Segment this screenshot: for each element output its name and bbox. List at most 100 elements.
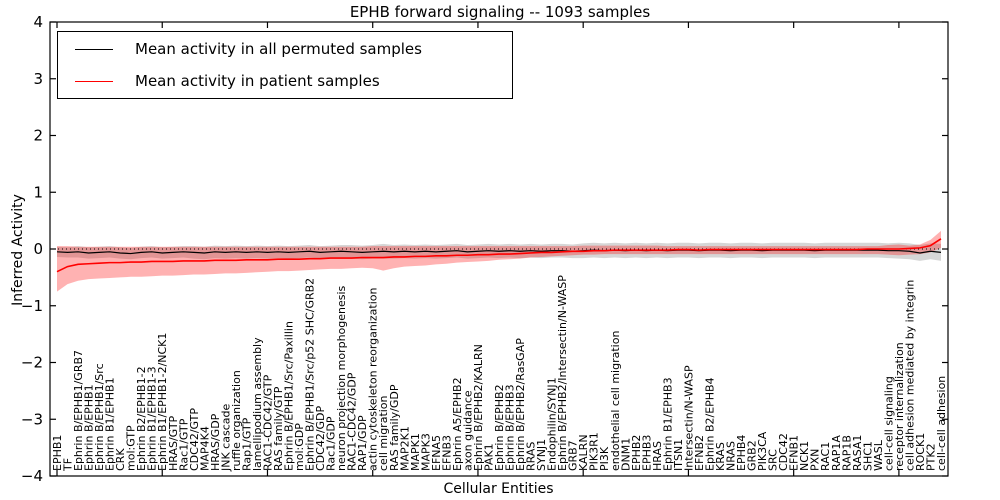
legend-label-permuted: Mean activity in all permuted samples — [135, 40, 422, 58]
x-tick-label: Ephrin B/EPHB2/Intersectin/N-WASP — [556, 275, 569, 471]
x-tick-label: Rac1/GDP — [325, 416, 338, 471]
x-tick-label: Rac1/GTP — [177, 418, 190, 471]
x-tick-label: CDC42/GDP — [314, 405, 327, 471]
x-tick-label: HRAS/GDP — [209, 413, 222, 471]
x-tick-label: axon guidance — [461, 390, 474, 471]
legend: Mean activity in all permuted samples Me… — [57, 31, 513, 99]
x-tick-label: NRAS — [725, 441, 738, 471]
x-tick-label: CRK — [114, 448, 127, 471]
x-tick-label: Endophilin/SYNJ1 — [546, 377, 559, 471]
x-tick-label: endothelial cell migration — [609, 331, 622, 471]
x-tick-label: Ephrin B/EPHB1/Src/Paxillin — [283, 321, 296, 471]
x-tick-label: EPHB2 — [630, 435, 643, 471]
y-tick-label: 4 — [33, 13, 43, 31]
x-tick-label: Intersectin/N-WASP — [682, 365, 695, 471]
x-tick-label: Ephrin B1/EPHB1 — [104, 377, 117, 471]
x-tick-label: RAC1-CDC42/GTP — [261, 374, 274, 471]
x-tick-label: SHC1 — [861, 441, 874, 471]
x-tick-label: RASA1 — [851, 435, 864, 471]
x-tick-label: Ephrin A5/EPHB2 — [451, 377, 464, 471]
x-tick-label: actin cytoskeleton reorganization — [367, 287, 380, 471]
legend-entry-patient: Mean activity in patient samples — [58, 66, 512, 96]
x-tick-label: mol:GTP — [125, 425, 138, 471]
patient-band — [57, 230, 941, 292]
y-tick-label: 0 — [33, 240, 43, 258]
x-tick-label: DNM1 — [619, 438, 632, 471]
x-tick-label: PAK1 — [482, 443, 495, 471]
x-tick-label: PI3K — [598, 446, 611, 471]
x-tick-label: cell adhesion mediated by integrin — [903, 280, 916, 471]
legend-entry-permuted: Mean activity in all permuted samples — [58, 34, 512, 64]
x-tick-label: Ephrin B2/EPHB1-2 — [135, 366, 148, 471]
x-tick-label: Ephrin B/EPHB1/Src — [93, 363, 106, 471]
x-tick-label: CDC42/GTP — [188, 408, 201, 471]
x-tick-label: RAC1 — [819, 442, 832, 471]
x-tick-label: RAS family/GTP — [272, 386, 285, 471]
x-tick-label: Ephrin B/EPHB2/KALRN — [472, 344, 485, 471]
x-tick-label: Rap1/GTP — [240, 417, 253, 471]
x-tick-label: EFNA5 — [430, 435, 443, 471]
x-tick-label: RAP1/GDP — [356, 415, 369, 471]
legend-label-patient: Mean activity in patient samples — [135, 72, 380, 90]
x-tick-label: RAC1-CDC42/GDP — [346, 372, 359, 471]
x-tick-label: Ephrin B/EPHB1/Src/p52 SHC/GRB2 — [304, 278, 317, 471]
x-tick-label: cell-cell signaling — [882, 376, 895, 471]
y-tick-label: −4 — [21, 467, 43, 485]
x-axis-label: Cellular Entities — [443, 481, 554, 497]
chart-title: EPHB forward signaling -- 1093 samples — [349, 3, 651, 21]
x-tick-label: EPHB3 — [640, 435, 653, 471]
x-tick-label: ROCK1 — [914, 433, 927, 471]
x-tick-label: KRAS — [714, 442, 727, 471]
x-tick-label: RAS family/GDP — [388, 384, 401, 471]
x-tick-label: RRAS — [525, 442, 538, 471]
x-tick-label: Ephrin B1/EPHB1-3 — [146, 366, 159, 471]
x-tick-label: PTK2 — [924, 443, 937, 471]
x-tick-label: cell migration — [377, 395, 390, 471]
y-tick-label: 3 — [33, 70, 43, 88]
x-tick-label: HRAS — [651, 441, 664, 471]
x-tick-label: Ephrin B/EPHB1/GRB7 — [72, 350, 85, 471]
x-tick-label: ITSN1 — [672, 439, 685, 471]
x-tick-label: RAP1A — [830, 435, 843, 471]
x-tick-label: EFNB2 — [693, 435, 706, 471]
x-tick-label: mol:GDP — [293, 423, 306, 471]
permuted-line-swatch — [75, 48, 113, 50]
x-tick-label: TF — [62, 458, 75, 472]
x-tick-label: Ephrin B/EPHB2/RasGAP — [514, 338, 527, 471]
patient-mean-line — [56, 238, 942, 273]
x-tick-label: MAP2K1 — [398, 426, 411, 471]
x-tick-label: PXN — [809, 449, 822, 471]
x-tick-label: CDC42 — [777, 433, 790, 471]
x-tick-label: RAP1B — [840, 435, 853, 471]
y-tick-label: 2 — [33, 127, 43, 145]
x-tick-label: SYNJ1 — [535, 439, 548, 471]
y-tick-label: −2 — [21, 354, 43, 372]
x-tick-label: WASL — [872, 439, 885, 471]
x-tick-label: Ephrin B1/EPHB1-2/NCK1 — [156, 333, 169, 471]
x-tick-label: MAP4K4 — [198, 426, 211, 471]
x-tick-label: GRB2 — [746, 440, 759, 471]
y-axis-label: Inferred Activity — [10, 194, 26, 306]
x-tick-label: ruffle organization — [230, 370, 243, 471]
y-tick-label: 1 — [33, 183, 43, 201]
x-tick-label: receptor internalization — [893, 342, 906, 471]
x-tick-label: Ephrin B/EPHB1 — [83, 384, 96, 471]
x-tick-label: PIK3CA — [756, 431, 769, 471]
x-tick-label: Ephrin B2/EPHB4 — [703, 377, 716, 471]
x-tick-label: Ephrin B/EPHB2 — [493, 384, 506, 471]
patient-line-swatch — [75, 80, 113, 82]
x-tick-label: EPHB4 — [735, 435, 748, 471]
y-tick-label: −1 — [21, 297, 43, 315]
x-tick-label: cell-cell adhesion — [935, 376, 948, 471]
x-tick-label: neuron projection morphogenesis — [335, 285, 348, 471]
x-tick-label: HRAS/GTP — [167, 415, 180, 471]
x-tick-label: lamellipodium assembly — [251, 337, 264, 471]
x-tick-label: EPHB1 — [51, 435, 64, 471]
x-tick-label: PIK3R1 — [588, 432, 601, 471]
x-tick-label: NCK1 — [798, 441, 811, 471]
x-tick-label: EFNB3 — [440, 435, 453, 471]
x-tick-label: GRB7 — [567, 440, 580, 471]
x-tick-label: SRC — [767, 449, 780, 471]
